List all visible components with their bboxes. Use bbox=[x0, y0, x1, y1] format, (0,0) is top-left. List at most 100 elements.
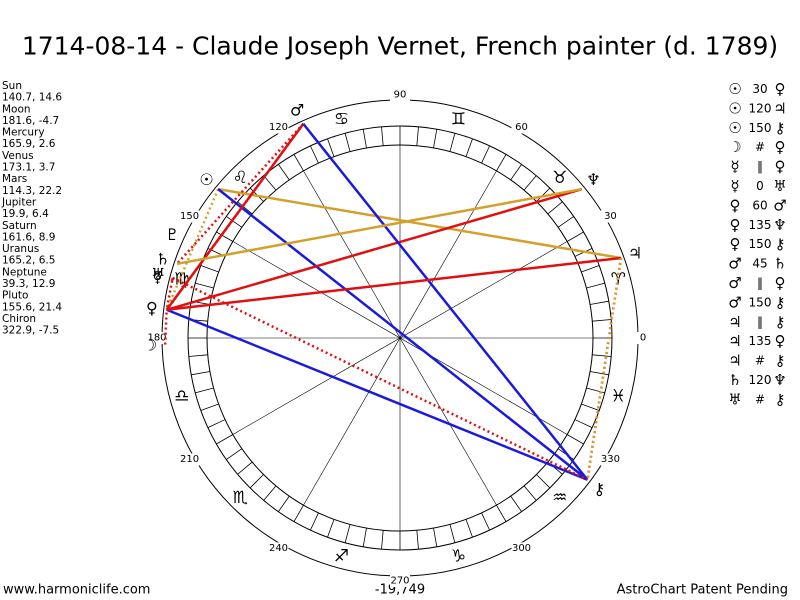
label-bg bbox=[600, 453, 621, 466]
degree-label: 240 bbox=[269, 543, 288, 554]
aspect-line bbox=[217, 187, 622, 260]
degree-tick bbox=[481, 145, 490, 164]
label-bg bbox=[147, 332, 167, 344]
aspect-line bbox=[176, 187, 583, 266]
aspect-line bbox=[217, 188, 589, 481]
degree-tick bbox=[433, 129, 438, 149]
zodiac-sign: ♉ bbox=[552, 168, 567, 188]
aspect-line bbox=[165, 188, 220, 311]
label-bg bbox=[390, 89, 410, 101]
aspect-line bbox=[165, 123, 305, 311]
planet-name: Pluto bbox=[2, 290, 28, 302]
degree-tick bbox=[249, 474, 264, 489]
aspect-type: # bbox=[755, 140, 765, 154]
degree-tick bbox=[496, 504, 507, 522]
degree-tick bbox=[523, 485, 537, 501]
title: 1714-08-14 - Claude Joseph Vernet, Frenc… bbox=[22, 32, 778, 61]
planet-position: 19.9, 6.4 bbox=[2, 208, 49, 220]
label-bg bbox=[268, 542, 289, 555]
degree-label: 30 bbox=[604, 211, 617, 222]
zodiac-sign: ♌ bbox=[233, 168, 248, 188]
label-bg bbox=[511, 121, 532, 134]
label-bg bbox=[268, 121, 289, 134]
planet-position: 155.6, 21.4 bbox=[2, 301, 62, 313]
degree-tick bbox=[237, 201, 253, 215]
degree-tick bbox=[566, 231, 584, 242]
degree-label: 120 bbox=[269, 122, 288, 133]
degree-tick bbox=[344, 524, 351, 543]
degree-tick bbox=[416, 126, 419, 146]
aspect-planet: ♆ bbox=[773, 371, 786, 389]
aspect-planet: ⚷ bbox=[775, 235, 786, 253]
degree-tick bbox=[465, 519, 473, 538]
planet-glyph: ♇ bbox=[165, 225, 179, 244]
degree-tick bbox=[547, 201, 563, 215]
planet-position: 39.3, 12.9 bbox=[2, 278, 55, 290]
degree-tick bbox=[381, 126, 384, 146]
degree-tick bbox=[523, 175, 537, 191]
degree-tick bbox=[465, 138, 473, 157]
degree-tick bbox=[207, 419, 226, 428]
degree-tick bbox=[278, 495, 290, 512]
degree-tick bbox=[592, 354, 612, 357]
planet-glyph: ☿ bbox=[153, 268, 163, 287]
planet-glyph: ♀ bbox=[146, 298, 158, 317]
degree-tick bbox=[416, 530, 419, 550]
degree-tick bbox=[293, 154, 304, 172]
degree-tick bbox=[481, 512, 490, 531]
aspect-type: 45 bbox=[752, 257, 767, 271]
degree-label: 0 bbox=[640, 333, 646, 344]
aspect-planet: ⚷ bbox=[775, 390, 786, 408]
aspect-planet: ☉ bbox=[728, 99, 741, 117]
aspect-type: ‖ bbox=[757, 315, 763, 329]
label-bg bbox=[511, 542, 532, 555]
planet-glyph: ♃ bbox=[628, 243, 642, 262]
footer-right: AstroChart Patent Pending bbox=[617, 583, 788, 598]
aspect-planet: ⚷ bbox=[775, 352, 786, 370]
aspect-line bbox=[163, 309, 168, 345]
aspect-type: 60 bbox=[752, 198, 767, 212]
aspect-planet: ☉ bbox=[728, 80, 741, 98]
degree-tick bbox=[449, 524, 456, 543]
aspect-planet: ☿ bbox=[730, 177, 739, 195]
aspect-line bbox=[166, 308, 588, 481]
planet-name: Mercury bbox=[2, 127, 45, 139]
degree-label: 150 bbox=[180, 211, 199, 222]
degree-tick bbox=[293, 504, 304, 522]
aspect-planet: ♀ bbox=[775, 80, 786, 98]
aspect-type: 30 bbox=[752, 82, 767, 96]
zodiac-sign: ♒ bbox=[552, 488, 567, 508]
degree-label: 330 bbox=[601, 454, 620, 465]
degree-tick bbox=[381, 530, 384, 550]
zodiac-sign: ♊ bbox=[451, 110, 466, 130]
degree-tick bbox=[226, 216, 243, 228]
degree-tick bbox=[536, 474, 551, 489]
planet-position: 165.2, 6.5 bbox=[2, 255, 55, 267]
degree-tick bbox=[586, 387, 605, 394]
zodiac-sign: ♋ bbox=[334, 110, 349, 130]
footer-left: www.harmoniclife.com bbox=[3, 583, 150, 598]
aspect-type: ‖ bbox=[757, 276, 763, 290]
degree-label: 180 bbox=[147, 333, 166, 344]
degree-label: 90 bbox=[394, 90, 407, 101]
degree-tick bbox=[237, 461, 253, 475]
degree-tick bbox=[589, 300, 609, 305]
planet-position: 165.9, 2.6 bbox=[2, 138, 56, 150]
degree-tick bbox=[536, 187, 551, 202]
planet-name: Saturn bbox=[2, 220, 37, 232]
aspect-planet: ♆ bbox=[773, 216, 786, 234]
degree-tick bbox=[510, 164, 522, 181]
aspect-type: # bbox=[755, 354, 765, 368]
label-bg bbox=[179, 453, 200, 466]
degree-tick bbox=[574, 419, 593, 428]
degree-tick bbox=[344, 133, 351, 152]
planet-position: 140.7, 14.6 bbox=[2, 92, 62, 104]
aspect-type: # bbox=[755, 392, 765, 406]
degree-tick bbox=[191, 371, 211, 376]
degree-tick bbox=[278, 164, 290, 181]
degree-tick bbox=[310, 512, 319, 531]
aspect-planet: ♃ bbox=[728, 313, 741, 331]
aspect-planet: ♀ bbox=[730, 196, 741, 214]
aspect-line bbox=[172, 276, 588, 481]
